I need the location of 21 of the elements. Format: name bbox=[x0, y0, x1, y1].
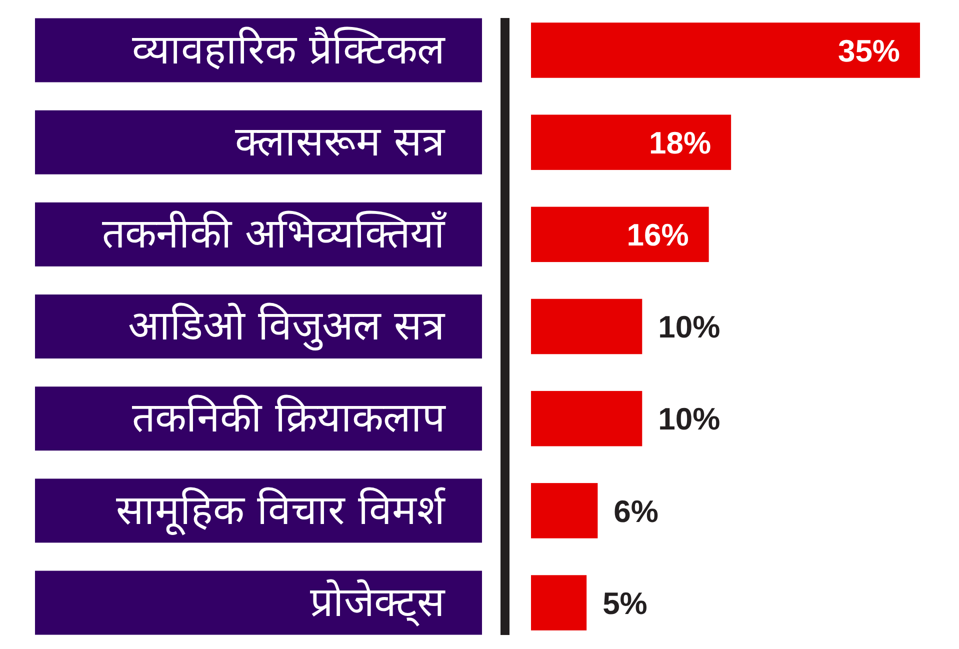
data-label: 35% bbox=[838, 33, 900, 68]
bar bbox=[531, 206, 709, 262]
bar bbox=[531, 114, 732, 170]
y-tick-label: प्रोजेक्ट्स bbox=[310, 578, 446, 627]
data-label: 16% bbox=[626, 218, 689, 253]
y-tick-label: सामूहिक विचार विमर्श bbox=[116, 486, 446, 536]
data-label: 18% bbox=[649, 125, 712, 160]
y-tick-label: आडिओ विजुअल सत्र bbox=[128, 302, 446, 351]
y-tick-label: क्लासरूम सत्र bbox=[234, 117, 446, 166]
bar bbox=[531, 483, 598, 538]
y-tick-label: तकनीकी अभिव्यक्तियाँ bbox=[102, 210, 447, 258]
bar bbox=[531, 298, 642, 354]
y-tick-label: तकनिकी क्रियाकलाप bbox=[132, 394, 446, 442]
data-label: 5% bbox=[602, 586, 648, 621]
bar bbox=[531, 575, 587, 630]
data-label: 6% bbox=[614, 494, 658, 529]
data-label: 10% bbox=[658, 402, 720, 437]
bar bbox=[531, 22, 920, 78]
bar bbox=[531, 390, 642, 446]
data-label: 10% bbox=[658, 310, 720, 345]
y-tick-label: व्यावहारिक प्रैक्टिकल bbox=[132, 25, 446, 74]
